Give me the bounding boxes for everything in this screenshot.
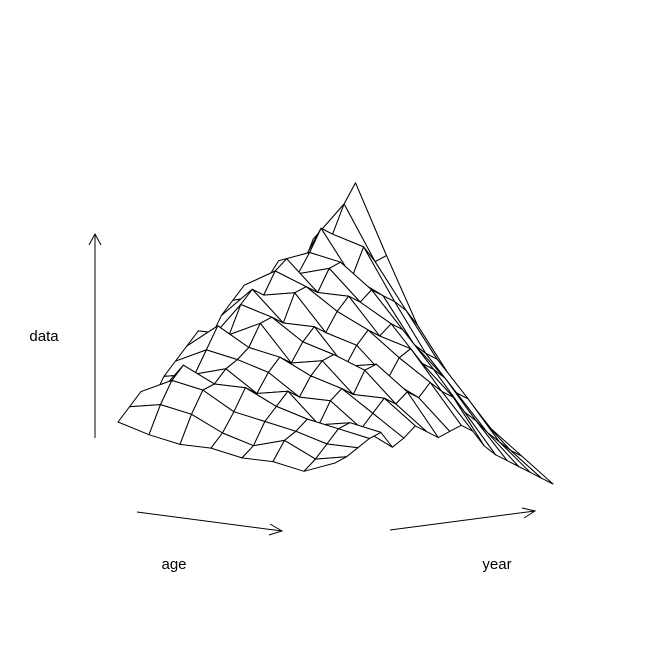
axis-arrows xyxy=(88,232,537,536)
z-axis-label: data xyxy=(29,328,59,345)
y-axis-label: year xyxy=(482,556,511,573)
y-axis-arrow xyxy=(389,510,536,531)
z-arrow-head xyxy=(88,232,102,246)
x-axis-arrow xyxy=(136,511,283,532)
x-arrow-head xyxy=(268,523,284,536)
x-axis-label: age xyxy=(161,556,186,573)
y-arrow-head xyxy=(521,507,537,519)
surface-facet xyxy=(464,411,508,462)
surface-facet xyxy=(510,449,554,485)
surface xyxy=(117,182,554,485)
surface-facet xyxy=(303,456,347,472)
